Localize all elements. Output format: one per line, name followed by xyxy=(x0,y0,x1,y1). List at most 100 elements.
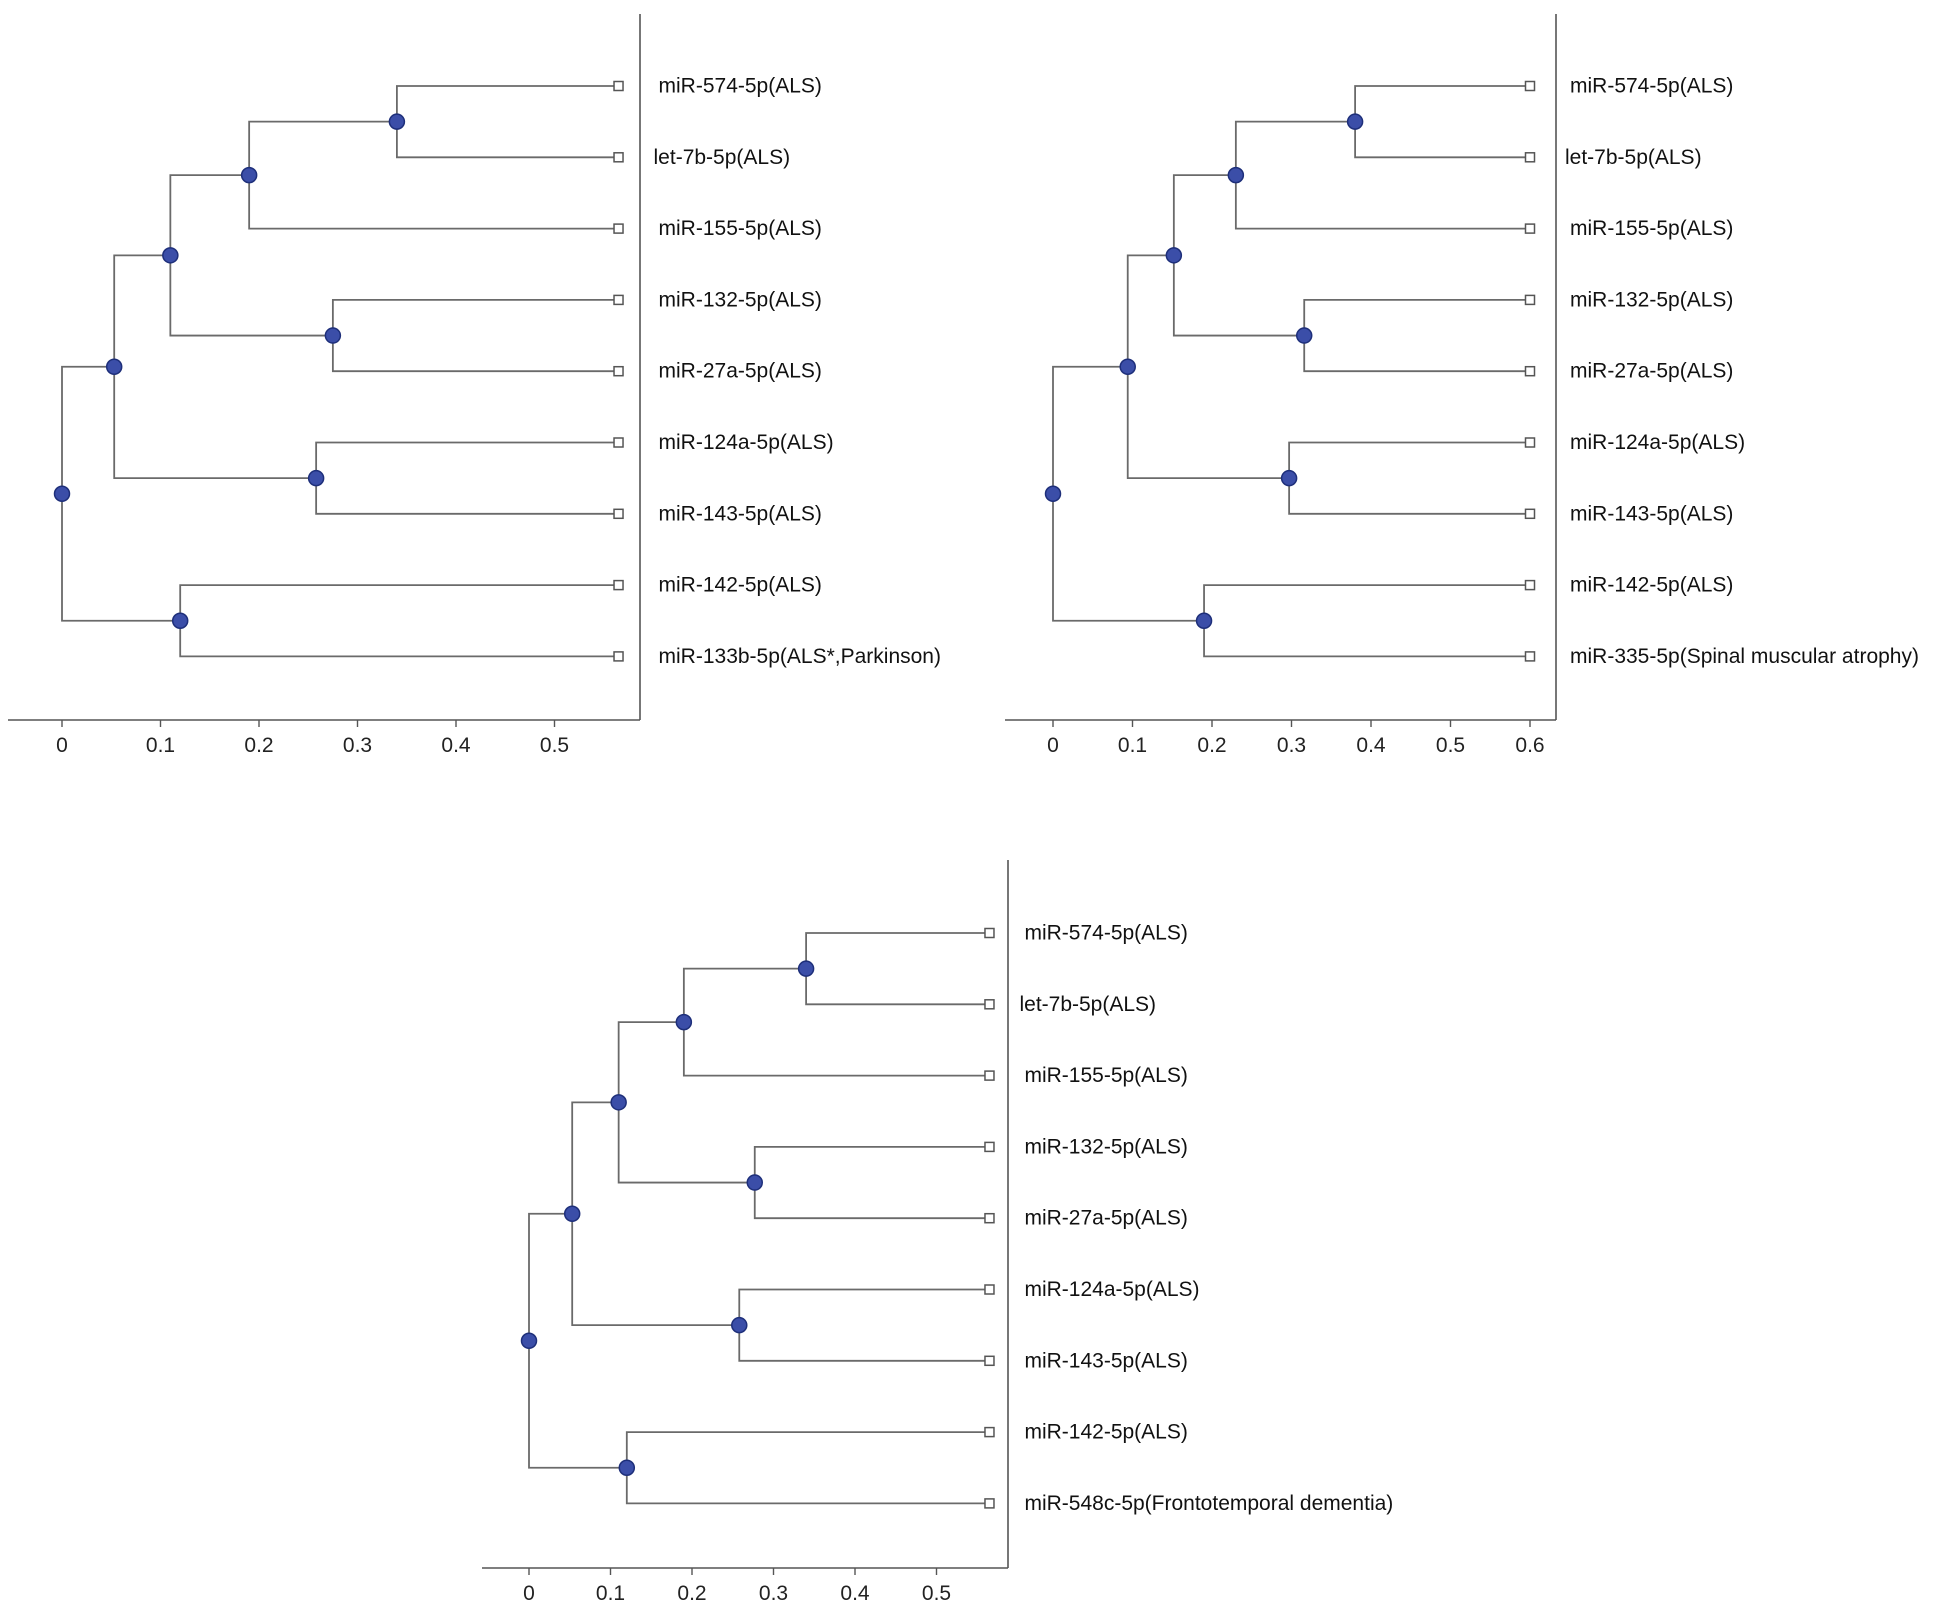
leaf-marker xyxy=(613,80,624,92)
branch-A xyxy=(396,85,619,159)
x-tick-label: 0.3 xyxy=(759,1582,788,1602)
cluster-node xyxy=(1165,247,1183,264)
cluster-node xyxy=(563,1205,581,1222)
leaf-marker xyxy=(1524,579,1536,591)
leaf-marker xyxy=(613,152,624,163)
branch-C xyxy=(331,299,619,373)
leaf-label: let-7b-5p(ALS) xyxy=(1565,146,1702,169)
cluster-node xyxy=(53,485,71,502)
leaf-label: miR-548c-5p(Frontotemporal dementia) xyxy=(1024,1492,1393,1515)
leaf-marker xyxy=(613,508,624,520)
leaf-marker xyxy=(1524,80,1536,92)
leaf-marker xyxy=(1524,437,1536,448)
cluster-node xyxy=(797,960,815,977)
x-tick-label: 0.1 xyxy=(596,1582,625,1602)
leaf-marker xyxy=(984,1212,995,1224)
leaf-label: let-7b-5p(ALS) xyxy=(1019,993,1156,1016)
branch-E xyxy=(738,1288,990,1362)
branch-R xyxy=(528,1212,627,1469)
leaf-marker xyxy=(1524,365,1536,377)
leaf-label: miR-133b-5p(ALS*,Parkinson) xyxy=(659,645,941,668)
leaf-label: miR-574-5p(ALS) xyxy=(659,75,822,98)
branch-G xyxy=(179,584,619,658)
cluster-node xyxy=(746,1174,764,1191)
branch-D xyxy=(617,1021,755,1184)
cluster-node xyxy=(731,1316,748,1334)
cluster-node xyxy=(1044,485,1062,502)
branch-D xyxy=(1172,174,1305,337)
leaf-marker xyxy=(613,579,624,591)
cluster-node xyxy=(324,327,342,344)
cluster-node xyxy=(388,113,406,130)
cluster-node xyxy=(240,166,258,184)
x-tick-label: 0.4 xyxy=(840,1582,870,1602)
leaf-label: let-7b-5p(ALS) xyxy=(654,146,791,169)
branch-B xyxy=(682,967,990,1077)
leaf-label: miR-143-5p(ALS) xyxy=(1570,502,1733,525)
leaf-label: miR-132-5p(ALS) xyxy=(1570,288,1733,311)
x-tick-label: 0.4 xyxy=(441,734,471,757)
branch-F xyxy=(113,254,317,480)
leaf-label: miR-143-5p(ALS) xyxy=(659,502,822,525)
leaf-marker xyxy=(984,1141,995,1153)
branch-R xyxy=(61,365,181,622)
cluster-node xyxy=(675,1013,693,1031)
x-tick-label: 0 xyxy=(523,1582,535,1602)
leaf-label: miR-335-5p(Spinal muscular atrophy) xyxy=(1570,645,1919,668)
branch-B xyxy=(1234,120,1530,230)
leaf-marker xyxy=(984,1355,995,1367)
cluster-node xyxy=(307,469,325,487)
cluster-node xyxy=(1295,327,1313,344)
dendrogram-panel-3: 0 0.1 0.2 0.3 0.4 0.5 miR-574-5p(ALS) let-7b-5p… xyxy=(482,860,1393,1602)
cluster-node xyxy=(610,1094,627,1111)
leaf-label: miR-124a-5p(ALS) xyxy=(659,431,834,454)
cluster-node xyxy=(618,1459,636,1476)
branch-G xyxy=(625,1431,990,1505)
leaf-label: miR-132-5p(ALS) xyxy=(659,288,822,311)
leaf-label: miR-574-5p(ALS) xyxy=(1024,922,1187,945)
leaf-marker xyxy=(613,294,624,306)
leaf-label: miR-27a-5p(ALS) xyxy=(1024,1207,1187,1230)
branch-C xyxy=(753,1146,990,1220)
x-tick-label: 0.3 xyxy=(343,734,372,757)
branch-A xyxy=(1354,85,1530,159)
leaf-marker xyxy=(613,365,624,377)
leaf-label: miR-142-5p(ALS) xyxy=(1024,1421,1187,1444)
leaf-label: miR-27a-5p(ALS) xyxy=(659,360,822,383)
leaf-label: miR-132-5p(ALS) xyxy=(1024,1135,1187,1158)
leaf-marker xyxy=(613,651,624,662)
leaf-marker xyxy=(984,1284,995,1295)
cluster-node xyxy=(1280,469,1298,487)
cluster-node xyxy=(171,612,189,629)
dendrogram-panel-2: 0 0.1 0.2 0.3 0.4 0.5 0.6 miR-574-5p(ALS) let-7b… xyxy=(1005,14,1919,757)
branch-E xyxy=(1288,441,1530,515)
cluster-node xyxy=(1119,358,1136,375)
leaf-label: miR-155-5p(ALS) xyxy=(1024,1064,1187,1087)
leaf-marker xyxy=(984,999,995,1010)
branch-E xyxy=(315,441,619,515)
branch-D xyxy=(169,174,333,337)
leaf-label: miR-155-5p(ALS) xyxy=(659,217,822,240)
dendrogram-panel-1: 0 0.1 0.2 0.3 0.4 0.5 miR-574-5p(ALS) let-7b-5p… xyxy=(8,14,941,757)
x-tick-label: 0.4 xyxy=(1356,734,1386,757)
leaf-label: miR-143-5p(ALS) xyxy=(1024,1349,1187,1372)
x-tick-label: 0.2 xyxy=(244,734,273,757)
branches xyxy=(528,932,990,1505)
leaf-marker xyxy=(613,223,624,234)
leaf-marker xyxy=(984,1426,995,1438)
x-tick-label: 0.1 xyxy=(1118,734,1147,757)
leaf-marker xyxy=(1524,152,1536,163)
leaf-label: miR-124a-5p(ALS) xyxy=(1024,1278,1199,1301)
leaf-label: miR-142-5p(ALS) xyxy=(659,574,822,597)
leaf-marker xyxy=(613,437,624,448)
branch-F xyxy=(571,1101,740,1327)
leaf-marker xyxy=(1524,651,1536,662)
leaf-label: miR-574-5p(ALS) xyxy=(1570,75,1733,98)
x-tick-label: 0.2 xyxy=(1197,734,1226,757)
branches xyxy=(61,85,619,658)
x-tick-label: 0.6 xyxy=(1515,734,1544,757)
branch-B xyxy=(248,120,619,230)
leaf-marker xyxy=(1524,223,1536,234)
leaf-marker xyxy=(1524,508,1536,520)
